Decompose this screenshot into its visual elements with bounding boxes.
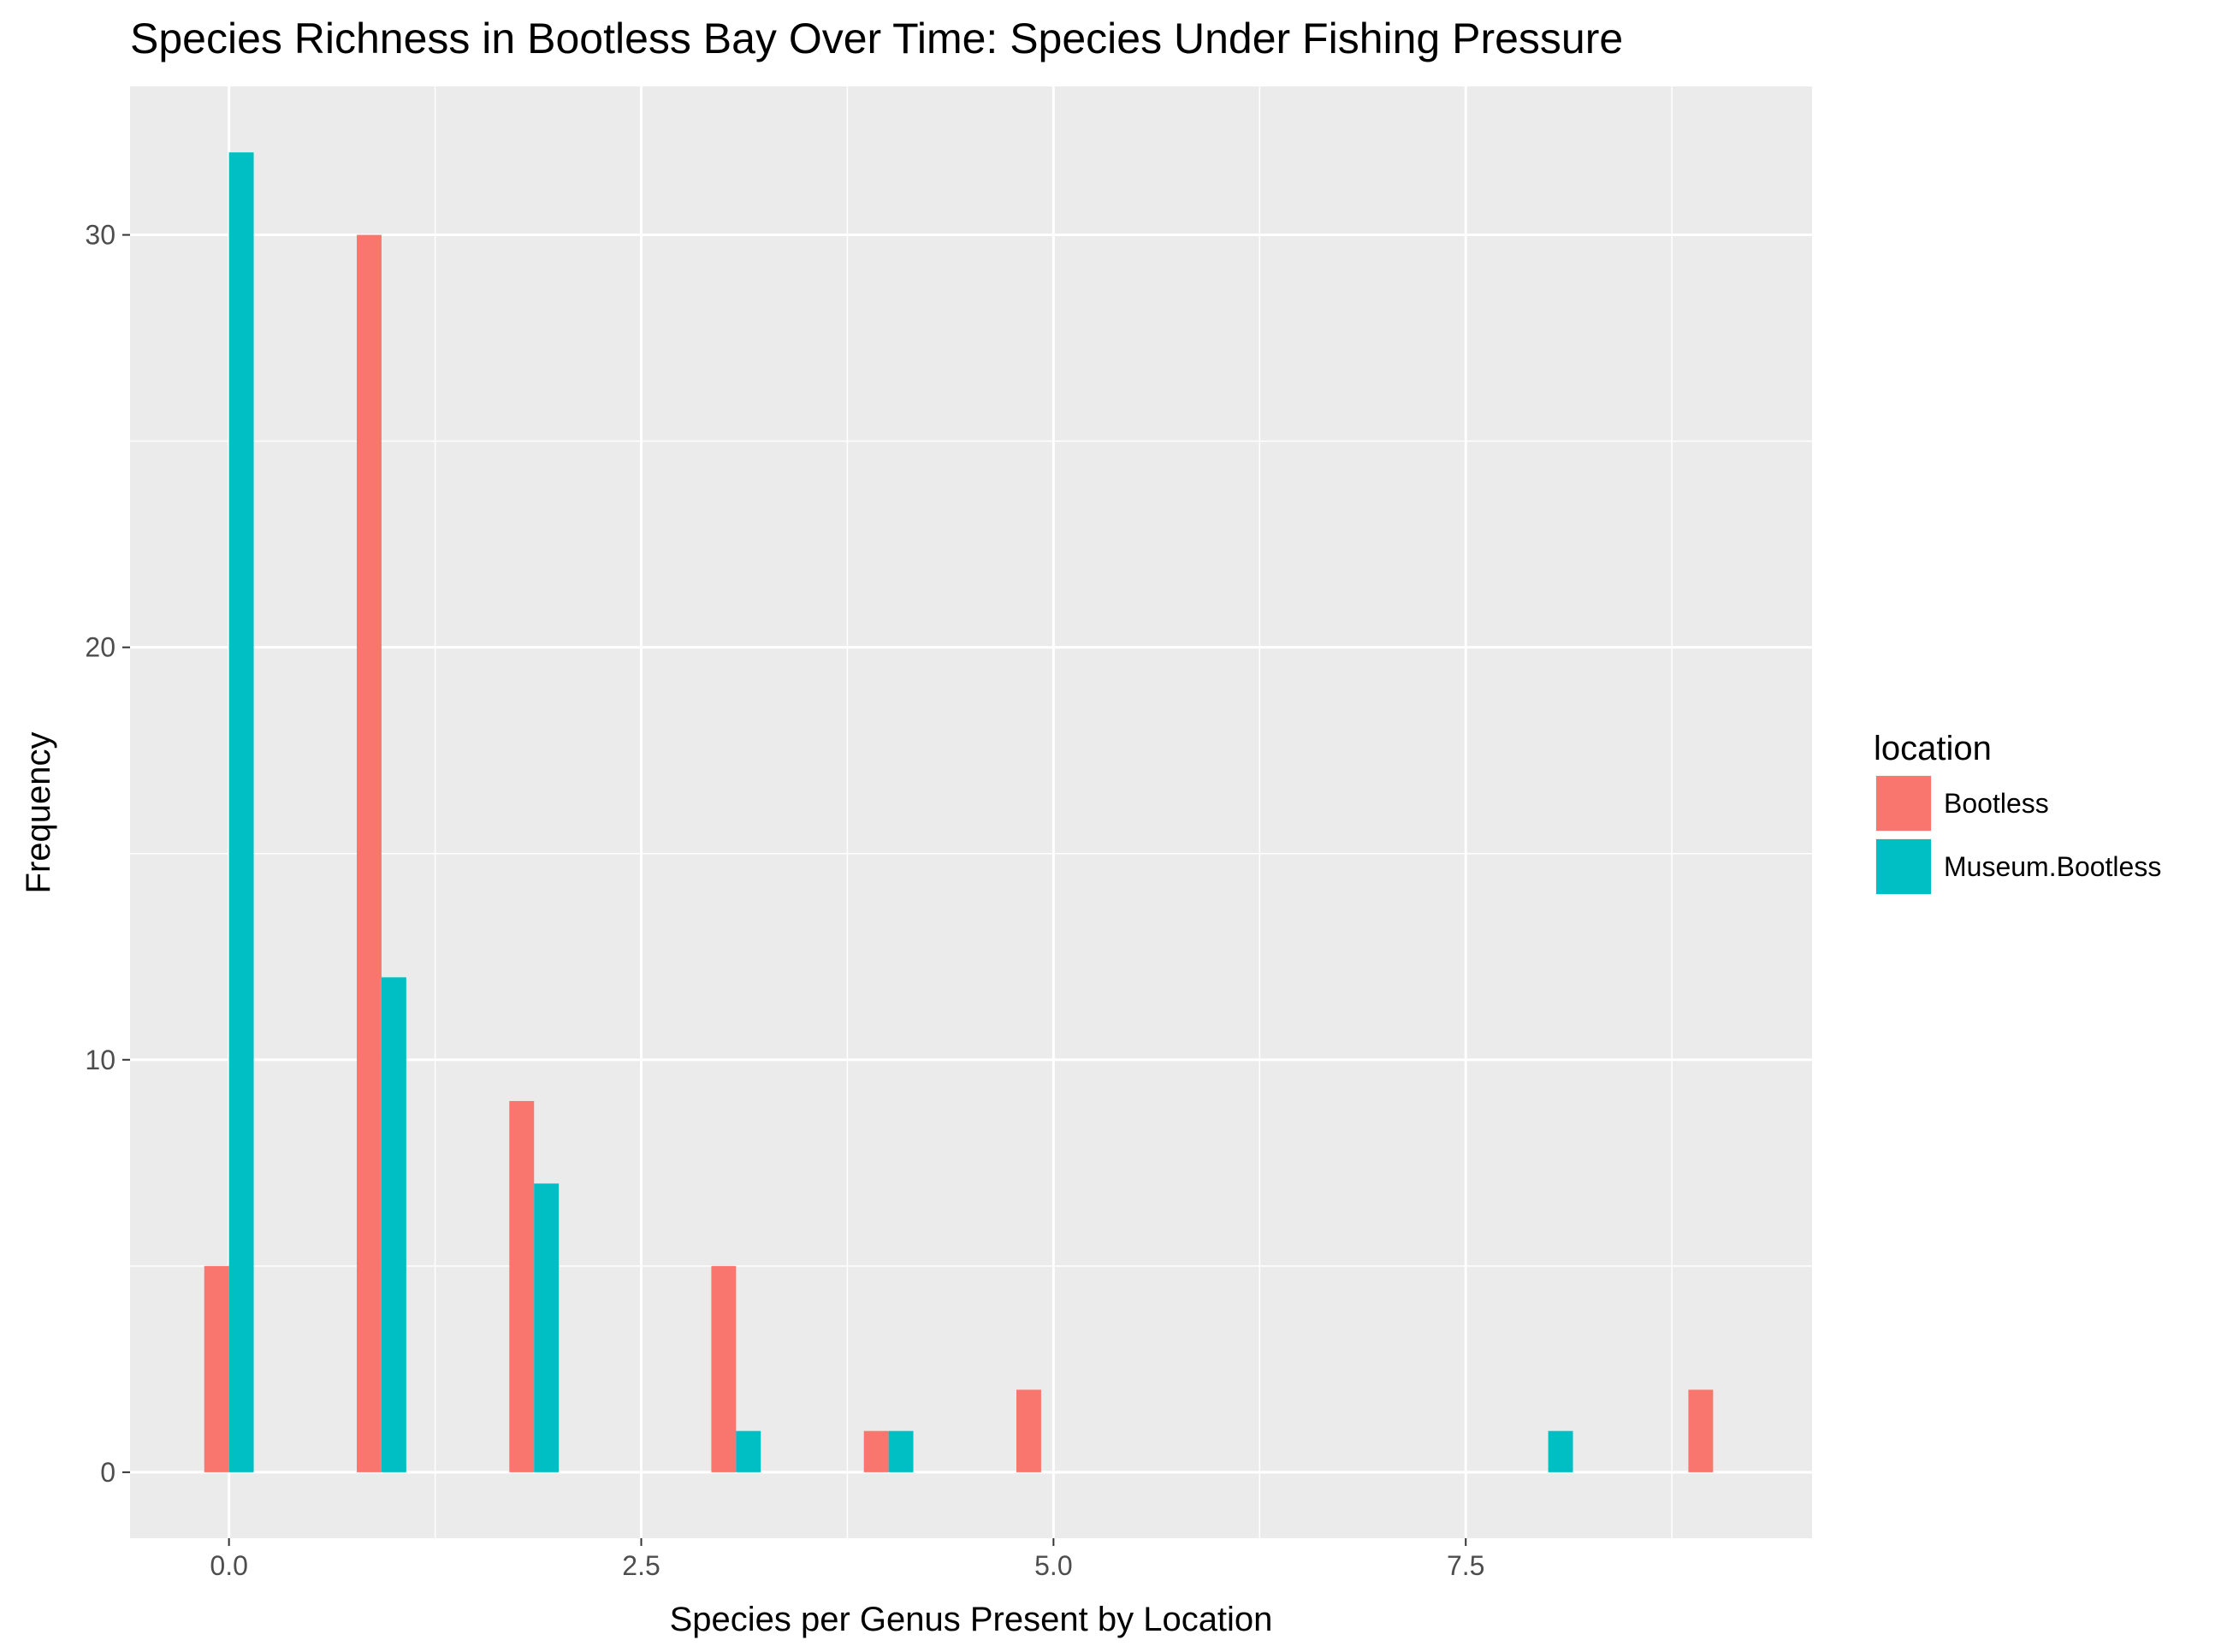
bar: [509, 1100, 535, 1472]
legend-key: [1876, 776, 1931, 831]
y-tick-label: 0: [100, 1457, 115, 1488]
bar: [228, 152, 254, 1472]
y-tick-label: 20: [85, 632, 115, 663]
legend-label: Bootless: [1944, 788, 2049, 819]
bar: [381, 977, 406, 1472]
legend: location Bootless Museum.Bootless: [1874, 730, 2161, 895]
y-tick-label: 10: [85, 1045, 115, 1075]
x-tick-label: 0.0: [210, 1550, 247, 1581]
bar: [1688, 1389, 1714, 1472]
bar: [204, 1265, 229, 1472]
bar: [736, 1430, 761, 1472]
minor-gridlines: [130, 86, 1812, 1538]
bar: [863, 1430, 889, 1472]
x-axis: 0.0 2.5 5.0 7.5: [210, 1538, 1484, 1581]
chart-title: Species Richness in Bootless Bay Over Ti…: [130, 15, 1623, 62]
y-tick-label: 30: [85, 220, 115, 251]
x-axis-title: Species per Genus Present by Location: [670, 1601, 1273, 1638]
plot-panel: [130, 86, 1812, 1538]
x-tick-label: 5.0: [1034, 1550, 1072, 1581]
legend-title: location: [1874, 730, 1992, 767]
bar: [888, 1430, 914, 1472]
x-tick-label: 7.5: [1447, 1550, 1484, 1581]
bar: [534, 1183, 560, 1472]
y-axis-title: Frequency: [20, 732, 57, 894]
bar: [357, 234, 382, 1472]
bar: [1016, 1389, 1041, 1472]
legend-key: [1876, 839, 1931, 894]
bars-group: [204, 152, 1714, 1472]
bar: [711, 1265, 737, 1472]
x-tick-label: 2.5: [622, 1550, 660, 1581]
legend-label: Museum.Bootless: [1944, 851, 2161, 882]
bar: [1548, 1430, 1573, 1472]
y-axis: 0 10 20 30: [85, 220, 130, 1488]
